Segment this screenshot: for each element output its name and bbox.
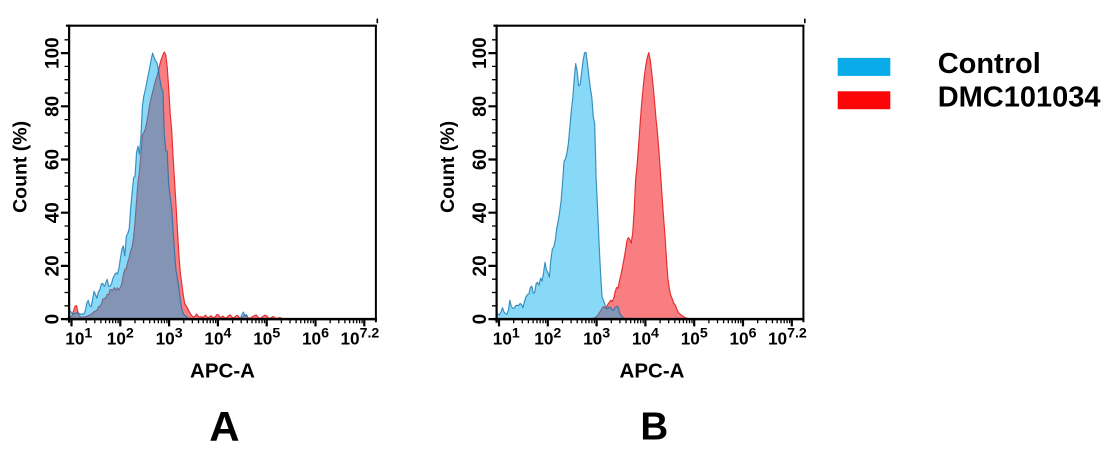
svg-text:B: B: [640, 405, 668, 448]
svg-text:40: 40: [470, 202, 491, 223]
svg-text:Count (%): Count (%): [437, 121, 459, 213]
svg-text:60: 60: [470, 149, 491, 170]
svg-text:0: 0: [43, 314, 64, 325]
svg-text:APC-A: APC-A: [620, 360, 685, 383]
svg-text:100: 100: [43, 37, 64, 69]
svg-text:DMC101034: DMC101034: [938, 81, 1101, 113]
svg-text:A: A: [209, 403, 239, 450]
svg-text:20: 20: [43, 255, 64, 276]
svg-text:40: 40: [43, 202, 64, 223]
svg-text:80: 80: [470, 96, 491, 117]
svg-text:20: 20: [470, 255, 491, 276]
svg-text:80: 80: [43, 96, 64, 117]
svg-text:100: 100: [470, 37, 491, 69]
svg-text:APC-A: APC-A: [190, 360, 255, 383]
svg-text:Control: Control: [938, 48, 1041, 80]
svg-text:0: 0: [470, 314, 491, 325]
svg-text:60: 60: [43, 149, 64, 170]
svg-text:Count (%): Count (%): [9, 121, 31, 213]
svg-text:107.2: 107.2: [768, 325, 807, 348]
